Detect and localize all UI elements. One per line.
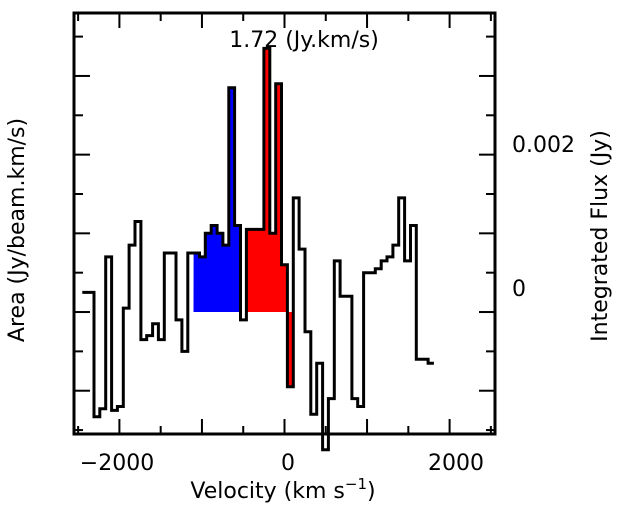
axis-ticks	[74, 13, 495, 434]
highlight-blue	[193, 87, 241, 312]
y-tick-label-2: 0.002	[512, 133, 575, 158]
x-axis-label-close: )	[367, 479, 376, 504]
highlight-fills	[193, 48, 294, 387]
y-axis-label-left: Area (Jy/beam.km/s)	[5, 118, 30, 342]
x-axis-label: Velocity (km s−1)	[190, 475, 375, 504]
x-axis-label-main: Velocity (km s	[190, 479, 345, 504]
x-axis-label-sup: −1	[345, 475, 367, 493]
x-tick-label-1: −2000	[80, 451, 154, 476]
x-tick-label-2: 0	[281, 451, 295, 476]
flux-annotation: 1.72 (Jy.km/s)	[229, 28, 379, 53]
spectrum-step-line	[82, 46, 434, 452]
x-tick-label-3: 2000	[428, 451, 484, 476]
y-tick-label-1: 0	[512, 277, 526, 302]
y-axis-label-right: Integrated Flux (Jy)	[588, 130, 613, 342]
plot-frame	[72, 11, 497, 436]
